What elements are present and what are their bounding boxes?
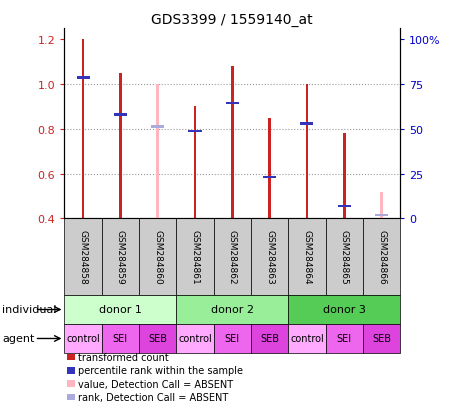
Text: donor 3: donor 3 (322, 305, 365, 315)
Text: agent: agent (2, 334, 34, 344)
Bar (225, 102, 238, 105)
Bar (213, 324, 251, 353)
Text: donor 2: donor 2 (210, 305, 253, 315)
Text: GSM284860: GSM284860 (153, 230, 162, 285)
Bar (176, 295, 288, 324)
Bar (362, 324, 399, 353)
Bar (305, 85, 308, 219)
Bar (139, 219, 176, 295)
Text: rank, Detection Call = ABSENT: rank, Detection Call = ABSENT (78, 392, 228, 402)
Text: control: control (290, 334, 323, 344)
Text: value, Detection Call = ABSENT: value, Detection Call = ABSENT (78, 379, 233, 389)
Bar (380, 192, 382, 219)
Text: GSM284862: GSM284862 (227, 230, 236, 284)
Bar (268, 118, 270, 219)
Text: SEI: SEI (112, 334, 128, 344)
Bar (156, 85, 159, 219)
Text: percentile rank within the sample: percentile rank within the sample (78, 366, 243, 375)
Text: individual: individual (2, 305, 56, 315)
Bar (176, 324, 213, 353)
Bar (64, 295, 176, 324)
Text: GSM284866: GSM284866 (376, 230, 385, 285)
Bar (101, 324, 139, 353)
Text: GSM284865: GSM284865 (339, 230, 348, 285)
Text: SEB: SEB (259, 334, 279, 344)
Bar (342, 134, 345, 219)
Text: SEB: SEB (148, 334, 167, 344)
Bar (325, 219, 362, 295)
Bar (288, 324, 325, 353)
Bar (230, 67, 233, 219)
Text: SEB: SEB (371, 334, 390, 344)
Bar (288, 295, 399, 324)
Bar (374, 214, 387, 217)
Bar (113, 114, 127, 116)
Bar (176, 219, 213, 295)
Bar (251, 324, 288, 353)
Text: GSM284858: GSM284858 (78, 230, 87, 285)
Bar (151, 126, 164, 128)
Bar (119, 74, 122, 219)
Text: GSM284859: GSM284859 (116, 230, 124, 285)
Text: control: control (66, 334, 100, 344)
Text: GSM284864: GSM284864 (302, 230, 311, 284)
Bar (337, 205, 350, 208)
Bar (82, 40, 84, 219)
Text: SEI: SEI (336, 334, 351, 344)
Bar (139, 324, 176, 353)
Bar (76, 77, 90, 79)
Bar (193, 107, 196, 219)
Text: GSM284863: GSM284863 (264, 230, 274, 285)
Title: GDS3399 / 1559140_at: GDS3399 / 1559140_at (151, 12, 313, 26)
Text: control: control (178, 334, 212, 344)
Text: donor 1: donor 1 (99, 305, 141, 315)
Bar (64, 219, 101, 295)
Bar (64, 324, 101, 353)
Bar (288, 219, 325, 295)
Bar (362, 219, 399, 295)
Bar (263, 176, 275, 179)
Bar (251, 219, 288, 295)
Bar (101, 219, 139, 295)
Bar (188, 131, 201, 133)
Bar (300, 123, 313, 125)
Bar (213, 219, 251, 295)
Text: SEI: SEI (224, 334, 239, 344)
Text: GSM284861: GSM284861 (190, 230, 199, 285)
Bar (325, 324, 362, 353)
Text: transformed count: transformed count (78, 352, 168, 362)
